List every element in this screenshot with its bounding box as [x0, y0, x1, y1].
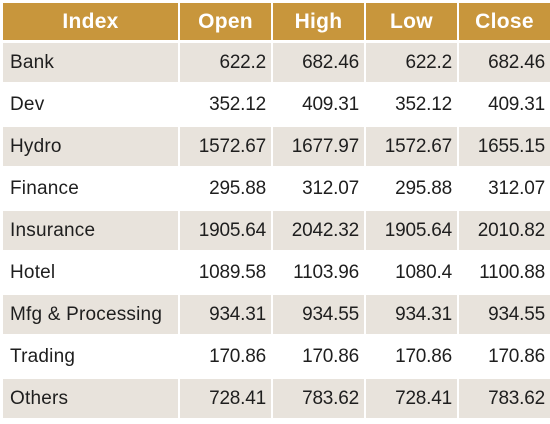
header-high: High — [273, 3, 364, 40]
close-cell: 934.55 — [459, 295, 550, 334]
table-header-row: Index Open High Low Close — [3, 3, 550, 40]
low-cell: 170.86 — [366, 337, 457, 376]
high-cell: 1677.97 — [273, 127, 364, 166]
high-cell: 409.31 — [273, 85, 364, 124]
index-name-cell: Dev — [3, 85, 178, 124]
close-cell: 1655.15 — [459, 127, 550, 166]
close-cell: 682.46 — [459, 43, 550, 82]
index-name-cell: Trading — [3, 337, 178, 376]
low-cell: 1572.67 — [366, 127, 457, 166]
table-row: Bank 622.2 682.46 622.2 682.46 — [3, 43, 550, 82]
low-cell: 728.41 — [366, 379, 457, 418]
close-cell: 409.31 — [459, 85, 550, 124]
table-body: Bank 622.2 682.46 622.2 682.46 Dev 352.1… — [3, 43, 550, 418]
low-cell: 352.12 — [366, 85, 457, 124]
close-cell: 1100.88 — [459, 253, 550, 292]
header-open: Open — [180, 3, 271, 40]
table-row: Trading 170.86 170.86 170.86 170.86 — [3, 337, 550, 376]
open-cell: 1572.67 — [180, 127, 271, 166]
open-cell: 295.88 — [180, 169, 271, 208]
table-row: Mfg & Processing 934.31 934.55 934.31 93… — [3, 295, 550, 334]
high-cell: 170.86 — [273, 337, 364, 376]
high-cell: 682.46 — [273, 43, 364, 82]
open-cell: 622.2 — [180, 43, 271, 82]
low-cell: 295.88 — [366, 169, 457, 208]
table-row: Hotel 1089.58 1103.96 1080.4 1100.88 — [3, 253, 550, 292]
index-name-cell: Hydro — [3, 127, 178, 166]
open-cell: 728.41 — [180, 379, 271, 418]
open-cell: 352.12 — [180, 85, 271, 124]
table-row: Others 728.41 783.62 728.41 783.62 — [3, 379, 550, 418]
low-cell: 622.2 — [366, 43, 457, 82]
index-name-cell: Finance — [3, 169, 178, 208]
open-cell: 934.31 — [180, 295, 271, 334]
header-index: Index — [3, 3, 178, 40]
high-cell: 312.07 — [273, 169, 364, 208]
low-cell: 1080.4 — [366, 253, 457, 292]
index-name-cell: Mfg & Processing — [3, 295, 178, 334]
close-cell: 2010.82 — [459, 211, 550, 250]
close-cell: 312.07 — [459, 169, 550, 208]
close-cell: 783.62 — [459, 379, 550, 418]
table-row: Hydro 1572.67 1677.97 1572.67 1655.15 — [3, 127, 550, 166]
table-row: Insurance 1905.64 2042.32 1905.64 2010.8… — [3, 211, 550, 250]
high-cell: 783.62 — [273, 379, 364, 418]
high-cell: 2042.32 — [273, 211, 364, 250]
low-cell: 934.31 — [366, 295, 457, 334]
header-close: Close — [459, 3, 550, 40]
table-row: Finance 295.88 312.07 295.88 312.07 — [3, 169, 550, 208]
low-cell: 1905.64 — [366, 211, 457, 250]
index-name-cell: Bank — [3, 43, 178, 82]
high-cell: 1103.96 — [273, 253, 364, 292]
index-name-cell: Others — [3, 379, 178, 418]
open-cell: 1905.64 — [180, 211, 271, 250]
high-cell: 934.55 — [273, 295, 364, 334]
index-name-cell: Hotel — [3, 253, 178, 292]
open-cell: 170.86 — [180, 337, 271, 376]
header-low: Low — [366, 3, 457, 40]
close-cell: 170.86 — [459, 337, 550, 376]
index-name-cell: Insurance — [3, 211, 178, 250]
table-row: Dev 352.12 409.31 352.12 409.31 — [3, 85, 550, 124]
open-cell: 1089.58 — [180, 253, 271, 292]
